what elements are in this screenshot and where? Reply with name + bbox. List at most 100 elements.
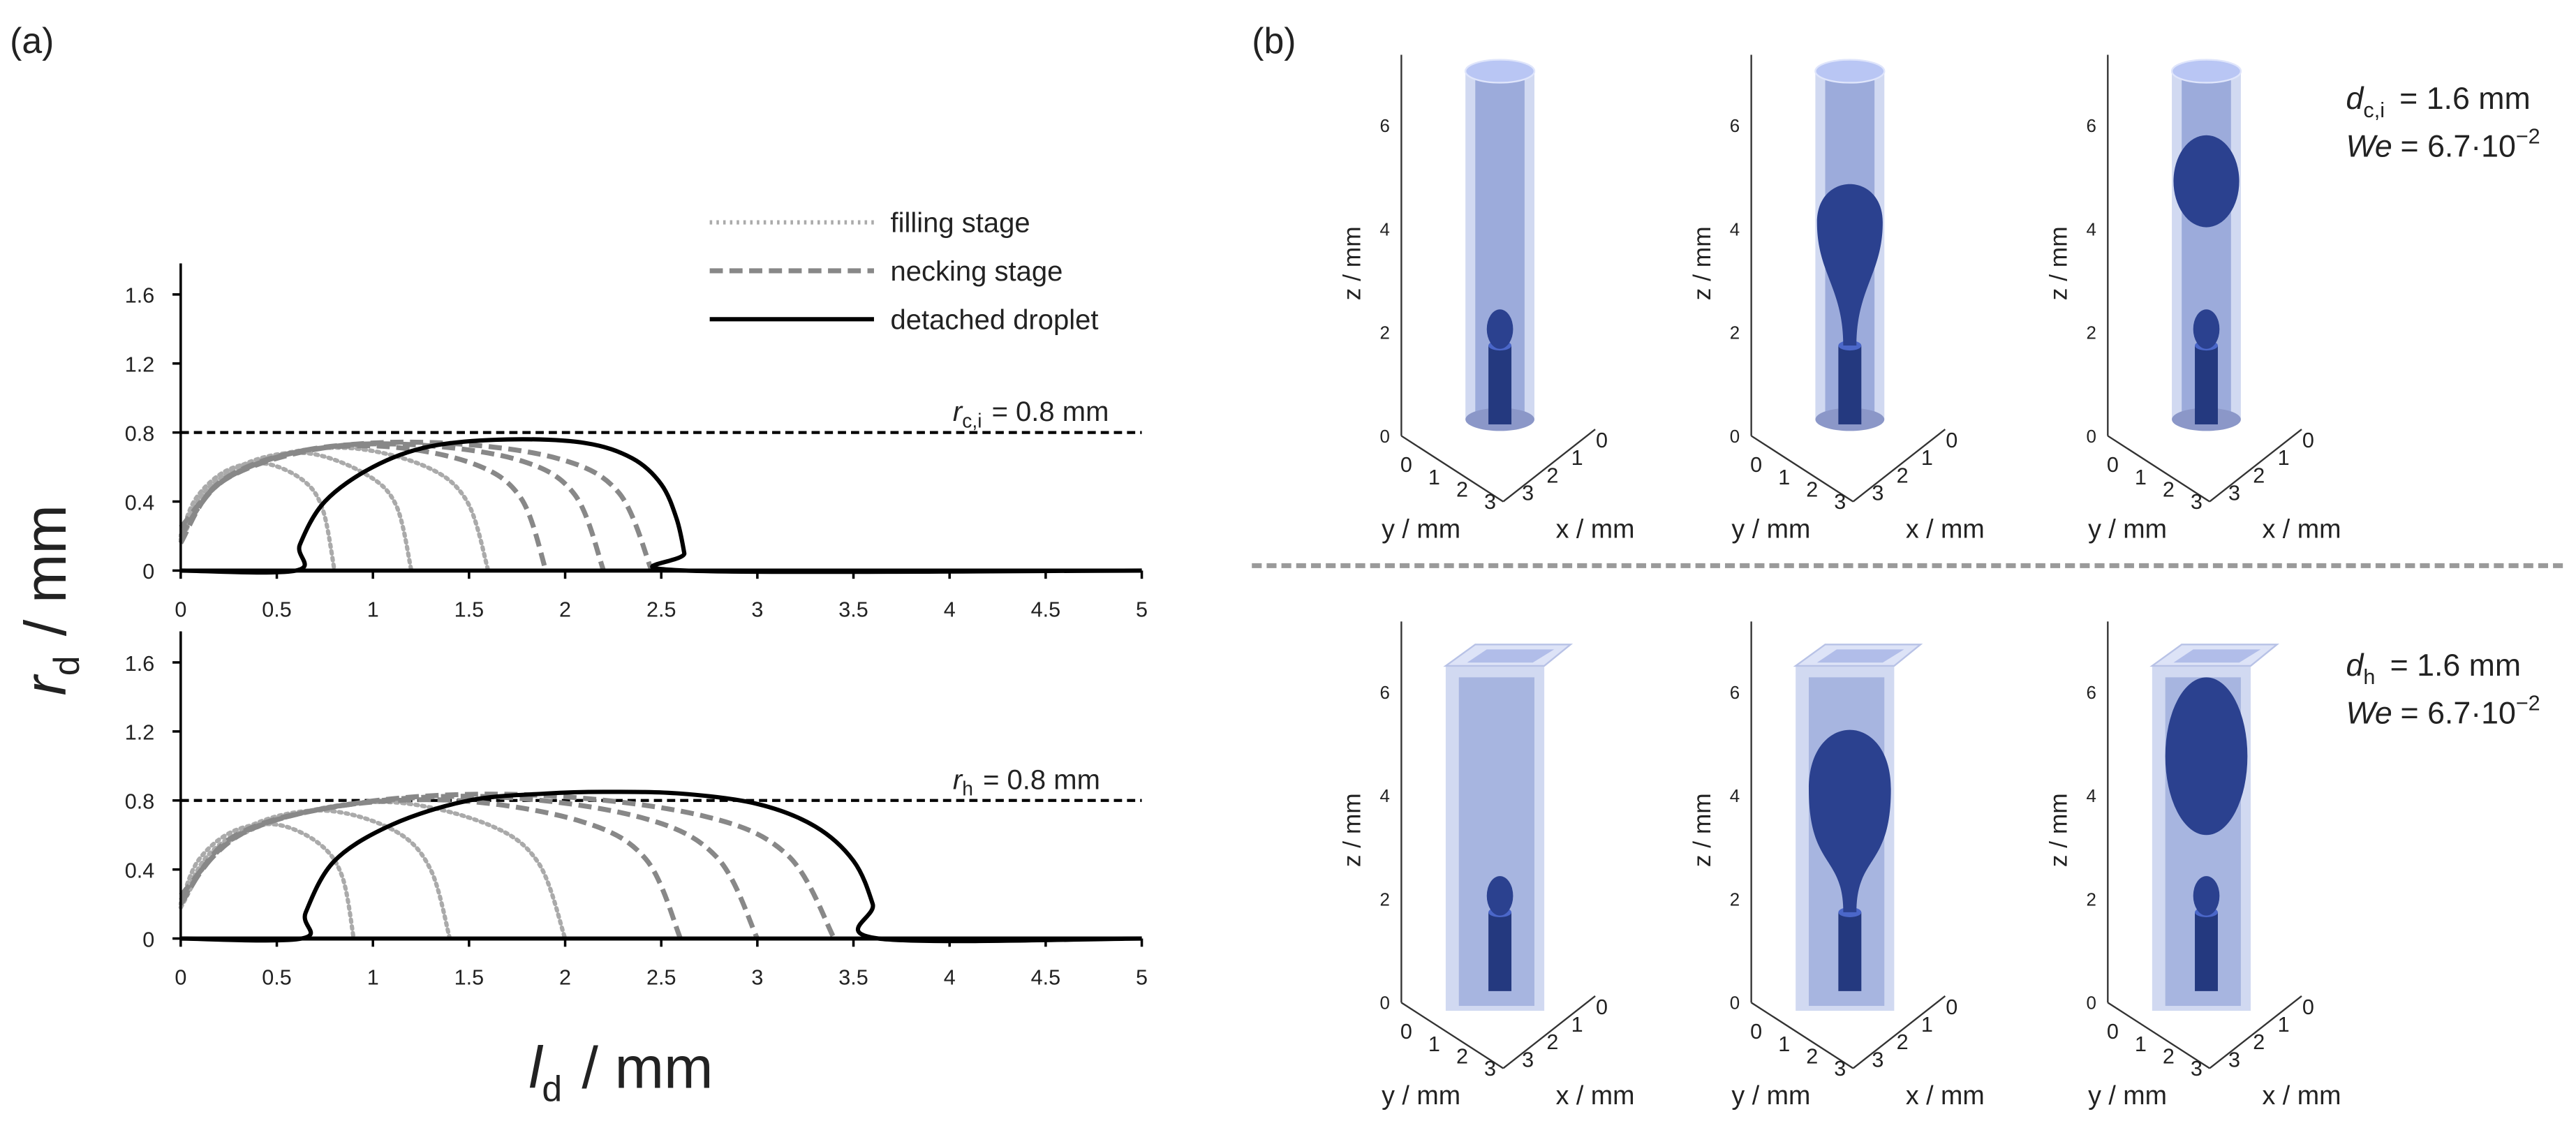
nozzle: [1838, 912, 1862, 991]
reference-label: rc,i = 0.8 mm: [953, 396, 1109, 431]
x-tick-label: 3: [1872, 1048, 1883, 1071]
x-tick-label: 3: [751, 598, 763, 621]
nozzle: [2195, 912, 2218, 991]
x-tick-label: 0: [2302, 995, 2314, 1019]
x-axis-label: x / mm: [2263, 514, 2341, 543]
y-tick-label: 0: [1400, 1020, 1412, 1044]
z-tick-label: 2: [1730, 890, 1740, 910]
parameter-label: We = 6.7·10−2: [2346, 125, 2540, 164]
y-tick-label: 3: [1834, 490, 1846, 514]
x-axis-label: x / mm: [1556, 514, 1635, 543]
y-tick-label: 1: [1428, 466, 1440, 489]
x-tick-label: 1: [2278, 446, 2290, 470]
x-tick-label: 1: [1921, 1013, 1933, 1037]
y-axis-label: y / mm: [1731, 1081, 1810, 1110]
x-tick-label: 0: [1946, 995, 1957, 1019]
y-tick-label: 1.6: [125, 284, 155, 308]
droplet: [1486, 309, 1513, 349]
x-tick-label: 3.5: [838, 598, 868, 621]
panel-label: (a): [10, 20, 54, 61]
legend-label: filling stage: [890, 208, 1030, 239]
x-axis: [2209, 995, 2302, 1069]
y-axis-label: y / mm: [1382, 514, 1460, 543]
x-tick-label: 3: [1522, 481, 1534, 505]
y-tick-label: 1.6: [125, 652, 155, 676]
z-axis-label: z / mm: [2045, 793, 2072, 867]
profile-curve: [178, 443, 549, 572]
x-tick-label: 0: [175, 598, 186, 621]
x-tick-label: 1: [1571, 446, 1583, 470]
z-tick-label: 0: [1730, 994, 1740, 1014]
profile-curve: [180, 437, 1142, 575]
y-tick-label: 0.4: [125, 491, 155, 514]
z-tick-label: 2: [1380, 890, 1390, 910]
y-tick-label: 2: [1456, 1044, 1468, 1068]
text-part: r: [953, 396, 963, 427]
profile-curve: [178, 450, 414, 573]
z-tick-label: 0: [1380, 994, 1390, 1014]
y-tick-label: 0: [2107, 1020, 2119, 1044]
x-tick-label: 5: [1136, 965, 1148, 989]
y-tick-label: 0: [2107, 453, 2119, 477]
x-tick-label: 0.5: [262, 965, 292, 989]
y-tick-label: 2: [1456, 478, 1468, 502]
panel-label: (b): [1252, 20, 1296, 61]
x-tick-label: 4: [944, 965, 956, 989]
z-tick-label: 6: [1380, 117, 1390, 136]
x-tick-label: 3: [751, 965, 763, 989]
z-tick-label: 4: [1730, 220, 1740, 239]
droplet: [1816, 184, 1883, 346]
y-tick-label: 0: [142, 928, 154, 951]
x-tick-label: 1: [1921, 446, 1933, 470]
x-axis-label: x / mm: [1906, 1081, 1985, 1110]
z-axis-label: z / mm: [1339, 226, 1366, 300]
text-part: r: [953, 764, 963, 795]
y-tick-label: 1: [1428, 1032, 1440, 1056]
parameter-label: dc,i = 1.6 mm: [2346, 82, 2531, 122]
y-tick-label: 1.2: [125, 721, 155, 745]
profile-curve: [178, 808, 452, 941]
droplet: [2193, 309, 2220, 349]
y-axis: [1400, 435, 1504, 503]
y-axis: [1400, 1002, 1504, 1069]
y-tick-label: 0.8: [125, 790, 155, 814]
droplet: [1486, 876, 1513, 916]
text-part: d: [2346, 648, 2365, 683]
text-part: = 0.8 mm: [992, 396, 1109, 427]
profile-curve: [180, 789, 1142, 944]
droplet: [1809, 729, 1891, 912]
y-axis: [1750, 435, 1854, 503]
z-tick-label: 4: [2086, 787, 2096, 806]
z-tick-label: 2: [2086, 324, 2096, 343]
x-tick-label: 3: [2228, 1048, 2240, 1071]
x-tick-label: 2: [559, 965, 571, 989]
channel-top: [2170, 59, 2242, 84]
z-tick-label: 0: [2086, 994, 2096, 1014]
y-axis-label: y / mm: [2088, 514, 2167, 543]
y-tick-label: 0: [142, 560, 154, 584]
z-tick-label: 6: [1730, 683, 1740, 703]
z-tick-label: 4: [2086, 220, 2096, 239]
x-tick-label: 1.5: [454, 598, 484, 621]
reference-label: rh = 0.8 mm: [953, 764, 1100, 799]
x-tick-label: 3.5: [838, 965, 868, 989]
x-tick-label: 0: [1946, 429, 1957, 452]
text-part: We: [2346, 696, 2392, 730]
y-tick-label: 3: [2191, 1057, 2203, 1081]
z-axis-label: z / mm: [2045, 226, 2072, 300]
x-tick-label: 3: [1522, 1048, 1534, 1071]
z-tick-label: 6: [2086, 117, 2096, 136]
x-tick-label: 1.5: [454, 965, 484, 989]
x-axis: [1852, 995, 1946, 1069]
z-tick-label: 6: [2086, 683, 2096, 703]
x-axis-label: x / mm: [1556, 1081, 1635, 1110]
z-tick-label: 6: [1380, 683, 1390, 703]
x-axis: [1502, 995, 1596, 1069]
y-tick-label: 1: [2135, 1032, 2147, 1056]
x-tick-label: 0: [2302, 429, 2314, 452]
droplet: [2173, 135, 2240, 228]
